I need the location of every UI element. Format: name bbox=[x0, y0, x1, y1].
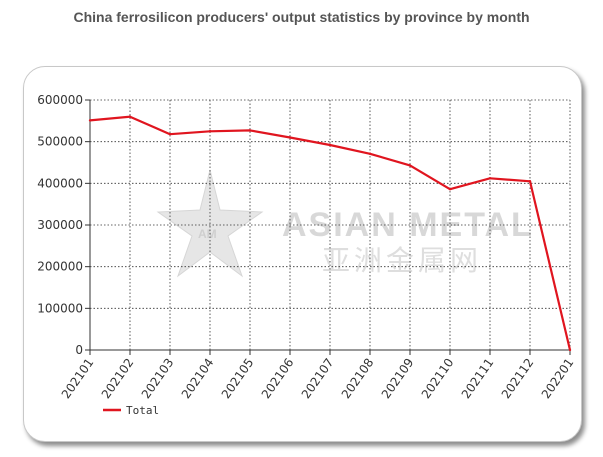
legend-label: Total bbox=[126, 404, 159, 417]
x-tick-label: 202109 bbox=[379, 356, 417, 402]
watermark: AM ASIAN METAL 亚洲金属网 bbox=[156, 169, 532, 278]
series-group bbox=[88, 115, 572, 352]
legend: Total bbox=[103, 404, 159, 417]
x-tick-label: 202201 bbox=[539, 356, 577, 402]
data-point bbox=[448, 187, 452, 191]
page-title: China ferrosilicon producers' output sta… bbox=[73, 9, 530, 25]
data-point bbox=[88, 119, 92, 122]
x-tick-label: 202105 bbox=[219, 356, 257, 402]
data-point bbox=[408, 164, 412, 167]
data-point bbox=[128, 115, 132, 118]
x-tick-label: 202111 bbox=[459, 356, 497, 402]
data-point bbox=[168, 132, 172, 136]
x-tick-label: 202106 bbox=[259, 356, 297, 402]
y-tick-label: 300000 bbox=[37, 218, 83, 232]
grid bbox=[90, 99, 571, 350]
data-point bbox=[528, 180, 532, 183]
axes bbox=[85, 99, 571, 355]
x-tick-label: 202102 bbox=[99, 356, 137, 402]
y-axis-ticks: 0 100000 200000 300000 400000 500000 600000 bbox=[37, 93, 83, 357]
x-tick-label: 202101 bbox=[59, 356, 97, 402]
data-point bbox=[568, 348, 572, 352]
x-tick-label: 202104 bbox=[179, 356, 217, 402]
x-tick-label: 202107 bbox=[299, 356, 337, 402]
y-tick-label: 400000 bbox=[37, 176, 83, 190]
x-tick-label: 202103 bbox=[139, 356, 177, 402]
x-tick-label: 202110 bbox=[419, 356, 457, 402]
chart-card bbox=[23, 66, 582, 442]
data-point bbox=[208, 130, 212, 133]
x-tick-label: 202112 bbox=[499, 356, 537, 402]
watermark-mark: AM bbox=[198, 227, 217, 241]
data-point bbox=[368, 152, 372, 155]
x-tick-label: 202108 bbox=[339, 356, 377, 402]
y-tick-label: 500000 bbox=[37, 135, 83, 149]
data-point bbox=[328, 143, 332, 147]
y-tick-label: 100000 bbox=[37, 301, 83, 315]
data-point bbox=[288, 136, 292, 139]
y-tick-label: 600000 bbox=[37, 93, 83, 107]
data-point bbox=[488, 177, 492, 180]
x-axis-ticks: 202101 202102 202103 202104 202105 202106 2021… bbox=[59, 356, 577, 402]
watermark-text-cn: 亚洲金属网 bbox=[322, 244, 482, 277]
y-tick-label: 0 bbox=[75, 343, 83, 357]
y-tick-label: 200000 bbox=[37, 260, 83, 274]
data-point bbox=[248, 129, 252, 132]
